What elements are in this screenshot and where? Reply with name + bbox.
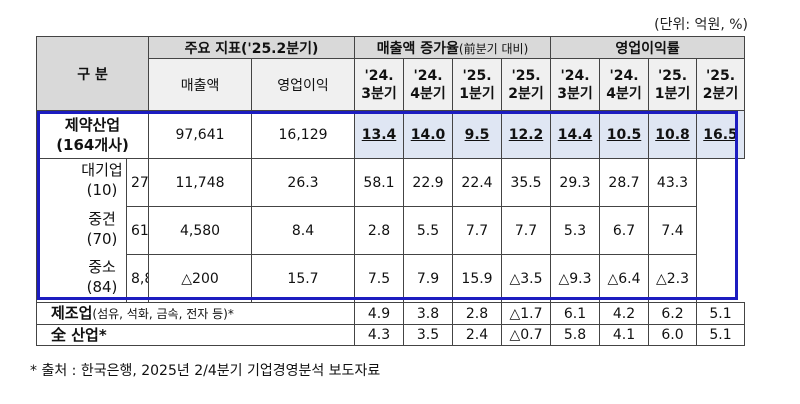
margin-cell: 16.5 (696, 110, 746, 159)
margin-cell: 4.2 (599, 302, 650, 325)
growth-cell: 26.3 (251, 158, 356, 207)
growth-cell: 12.2 (501, 110, 552, 159)
margin-cell: 29.3 (550, 158, 601, 207)
growth-quarter-3: '25. 1분기 (452, 58, 503, 111)
margin-cell: 5.8 (550, 324, 601, 346)
growth-cell: 3.5 (403, 324, 454, 346)
table-row-large: 27,117 11,748 26.3 58.1 22.9 22.4 35.5 2… (36, 158, 745, 207)
table-row-midsize: 61,666 4,580 8.4 2.8 5.5 7.7 7.7 5.3 6.7… (36, 206, 745, 255)
margin-quarter-4: '25. 2분기 (696, 58, 746, 111)
margin-quarter-3: '25. 1분기 (648, 58, 698, 111)
table-row-manufacturing: 제조업(섬유, 석화, 금속, 전자 등)* 4.9 3.8 2.8 △1.7 … (35, 302, 746, 325)
op-profit-cell: 4,580 (148, 206, 253, 255)
growth-cell: 14.0 (403, 110, 454, 159)
op-profit-cell: △200 (148, 254, 253, 303)
growth-cell: 9.5 (452, 110, 503, 159)
growth-cell: 13.4 (354, 110, 405, 159)
op-margin-header: 영업이익률 (550, 36, 746, 59)
growth-cell: 2.8 (354, 206, 405, 255)
margin-cell: 4.1 (599, 324, 650, 346)
growth-cell: 8.4 (251, 206, 356, 255)
table-row-all-industry: 全 산업* 4.3 3.5 2.4 △0.7 5.8 4.1 6.0 5.1 (35, 324, 746, 346)
header-row-1: 구 분 주요 지표('25.2분기) 매출액 증가율(前분기 대비) 영업이익률 (35, 36, 746, 111)
growth-cell: 15.9 (452, 254, 503, 303)
sales-cell: 27,117 (125, 158, 150, 207)
sublabel-large: 대기업 (10) (81, 161, 123, 199)
header-row-2: 매출액 영업이익 '24. 3분기 '24. 4분기 '25. 1분기 '25. 2분기… (37, 58, 746, 111)
growth-cell: 22.9 (403, 158, 454, 207)
indent-cell (36, 158, 127, 207)
growth-cell: 7.5 (354, 254, 405, 303)
sublabel-small: 중소 (84) (86, 258, 118, 296)
growth-cell: 58.1 (354, 158, 405, 207)
sales-growth-header: 매출액 증가율(前분기 대비) (354, 36, 552, 59)
margin-cell: △6.4 (599, 254, 650, 303)
margin-cell: 5.3 (550, 206, 601, 255)
growth-cell: 7.9 (403, 254, 454, 303)
row-label: 全 산업* (35, 324, 356, 346)
gubun-header: 구 분 (35, 36, 150, 111)
margin-quarter-1: '24. 3분기 (550, 58, 601, 111)
growth-quarter-1: '24. 3분기 (354, 58, 405, 111)
margin-cell: △3.5 (501, 254, 552, 303)
sales-cell: 8,858 (125, 254, 150, 303)
growth-cell: 3.8 (403, 302, 454, 325)
op-profit-cell: 11,748 (148, 158, 253, 207)
margin-cell: 6.1 (550, 302, 601, 325)
margin-cell: 10.5 (599, 110, 650, 159)
margin-cell: 6.2 (648, 302, 698, 325)
margin-cell: 10.8 (648, 110, 698, 159)
growth-cell: 5.5 (403, 206, 454, 255)
op-profit-cell: 16,129 (251, 110, 356, 159)
growth-cell: △1.7 (501, 302, 552, 325)
margin-cell: 14.4 (550, 110, 601, 159)
margin-cell: 7.7 (501, 206, 552, 255)
row-label: 제조업(섬유, 석화, 금속, 전자 등)* (35, 302, 356, 325)
margin-cell: △9.3 (550, 254, 601, 303)
sales-growth-note: (前분기 대비) (458, 41, 529, 56)
margin-cell: 6.7 (599, 206, 650, 255)
sales-growth-title: 매출액 증가율 (376, 40, 459, 57)
growth-cell: 4.3 (354, 324, 405, 346)
op-profit-header: 영업이익 (251, 58, 356, 111)
industry-table: 구 분 주요 지표('25.2분기) 매출액 증가율(前분기 대비) 영업이익률… (35, 36, 746, 346)
growth-cell: 22.4 (452, 158, 503, 207)
growth-quarter-4: '25. 2분기 (501, 58, 552, 111)
margin-cell: 5.1 (696, 324, 746, 346)
margin-cell: 43.3 (648, 158, 698, 207)
growth-cell: 4.9 (354, 302, 405, 325)
growth-quarter-2: '24. 4분기 (403, 58, 454, 111)
indent-cell (36, 206, 127, 255)
margin-quarter-2: '24. 4분기 (599, 58, 650, 111)
table-row-pharma: 제약산업 (164개사) 97,641 16,129 13.4 14.0 9.5 … (35, 110, 746, 159)
sublabel-midsize: 중견 (70) (86, 210, 118, 248)
growth-cell: △0.7 (501, 324, 552, 346)
margin-cell: 7.4 (648, 206, 698, 255)
main-indicator-header: 주요 지표('25.2분기) (148, 36, 356, 59)
footnote: * 출처 : 한국은행, 2025년 2/4분기 기업경영분석 보도자료 (30, 363, 381, 379)
sales-header: 매출액 (148, 58, 253, 111)
sales-cell: 97,641 (148, 110, 253, 159)
row-label: 제약산업 (164개사) (35, 110, 150, 159)
margin-cell: 28.7 (599, 158, 650, 207)
margin-cell: 35.5 (501, 158, 552, 207)
growth-cell: 15.7 (251, 254, 356, 303)
growth-cell: 2.4 (452, 324, 503, 346)
growth-cell: 7.7 (452, 206, 503, 255)
growth-cell: 2.8 (452, 302, 503, 325)
margin-cell: 6.0 (648, 324, 698, 346)
margin-cell: 5.1 (696, 302, 746, 325)
margin-cell: △2.3 (648, 254, 698, 303)
unit-note: (단위: 억원, %) (654, 17, 748, 33)
